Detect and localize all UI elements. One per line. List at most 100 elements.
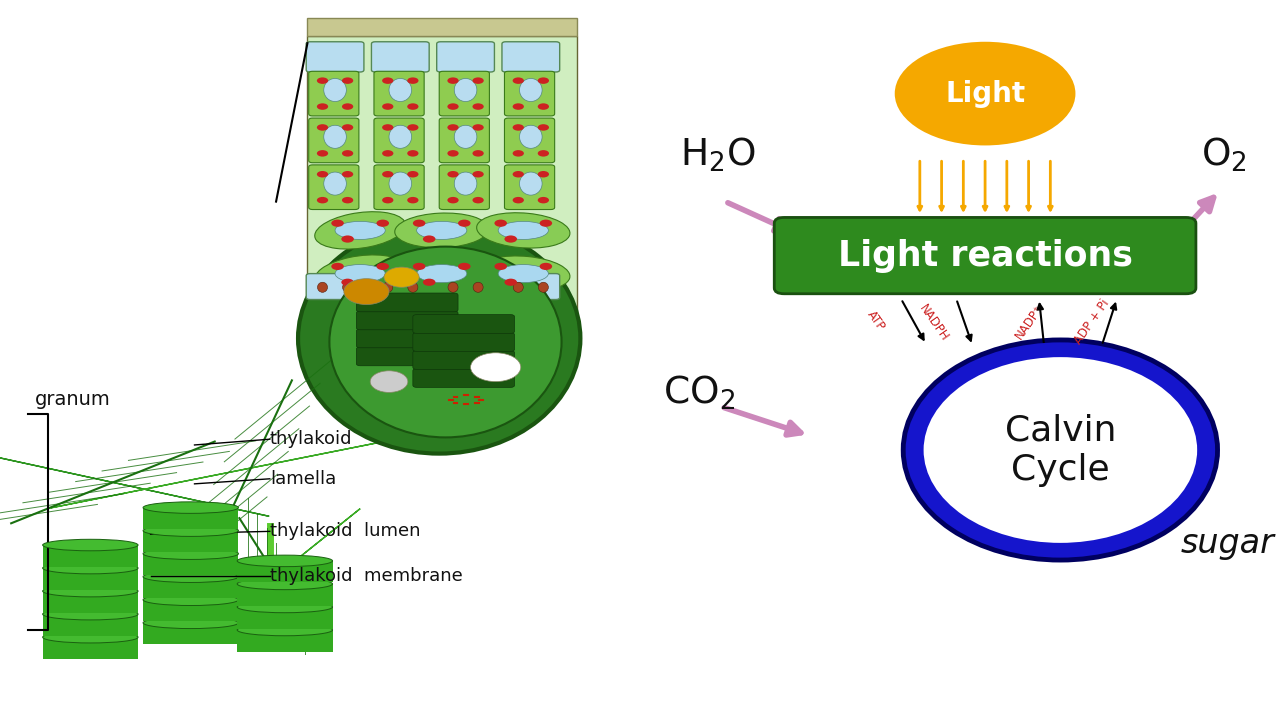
Ellipse shape [513, 282, 524, 292]
Circle shape [342, 150, 353, 157]
FancyBboxPatch shape [42, 637, 138, 659]
Circle shape [317, 171, 328, 178]
Circle shape [332, 263, 344, 270]
FancyBboxPatch shape [307, 18, 577, 36]
FancyBboxPatch shape [436, 42, 494, 72]
Text: granum: granum [35, 390, 111, 409]
Ellipse shape [143, 548, 238, 559]
FancyBboxPatch shape [143, 508, 238, 529]
Ellipse shape [454, 125, 477, 148]
Ellipse shape [448, 282, 458, 292]
Ellipse shape [42, 562, 138, 574]
Circle shape [512, 104, 524, 110]
Ellipse shape [237, 624, 333, 636]
Circle shape [407, 104, 419, 110]
Circle shape [494, 263, 507, 270]
Circle shape [376, 263, 389, 270]
Circle shape [458, 263, 471, 270]
Ellipse shape [335, 222, 385, 240]
Ellipse shape [315, 212, 406, 249]
Circle shape [407, 125, 419, 131]
Text: CO$_2$: CO$_2$ [663, 373, 735, 412]
Ellipse shape [335, 265, 385, 283]
Ellipse shape [416, 222, 467, 240]
Text: sugar: sugar [1180, 527, 1274, 560]
Circle shape [448, 197, 458, 204]
Text: Calvin
Cycle: Calvin Cycle [1005, 413, 1116, 487]
FancyBboxPatch shape [374, 71, 424, 116]
Circle shape [504, 279, 517, 286]
Circle shape [407, 197, 419, 204]
FancyBboxPatch shape [436, 274, 494, 300]
Ellipse shape [315, 255, 406, 292]
Circle shape [512, 125, 524, 131]
Ellipse shape [520, 125, 543, 148]
FancyBboxPatch shape [356, 329, 458, 348]
FancyBboxPatch shape [371, 274, 429, 300]
Ellipse shape [42, 585, 138, 597]
Text: lamella: lamella [270, 470, 337, 488]
FancyBboxPatch shape [356, 293, 458, 312]
FancyBboxPatch shape [356, 311, 458, 330]
Ellipse shape [408, 282, 417, 292]
Circle shape [895, 42, 1075, 145]
Ellipse shape [416, 265, 467, 283]
Circle shape [317, 197, 328, 204]
Text: thylakoid  lumen: thylakoid lumen [270, 523, 420, 540]
Ellipse shape [924, 357, 1197, 543]
Circle shape [472, 171, 484, 178]
FancyBboxPatch shape [42, 591, 138, 613]
Circle shape [317, 150, 328, 157]
Circle shape [448, 150, 458, 157]
Circle shape [332, 220, 344, 227]
Ellipse shape [383, 282, 393, 292]
FancyBboxPatch shape [504, 165, 554, 210]
Ellipse shape [476, 212, 570, 248]
Circle shape [471, 353, 521, 382]
Circle shape [540, 263, 552, 270]
Circle shape [344, 279, 389, 305]
Ellipse shape [143, 571, 238, 582]
FancyBboxPatch shape [374, 165, 424, 210]
FancyBboxPatch shape [439, 71, 489, 116]
Circle shape [448, 78, 458, 84]
Ellipse shape [389, 125, 412, 148]
Ellipse shape [389, 78, 412, 102]
FancyBboxPatch shape [237, 584, 333, 606]
Ellipse shape [324, 78, 347, 102]
FancyBboxPatch shape [308, 118, 358, 163]
Ellipse shape [389, 172, 412, 195]
Circle shape [422, 279, 435, 286]
Circle shape [512, 150, 524, 157]
Ellipse shape [42, 608, 138, 620]
FancyBboxPatch shape [237, 630, 333, 652]
Circle shape [342, 197, 353, 204]
FancyBboxPatch shape [356, 347, 458, 366]
Circle shape [538, 171, 549, 178]
Circle shape [342, 78, 353, 84]
Text: Light reactions: Light reactions [837, 238, 1133, 273]
Ellipse shape [324, 172, 347, 195]
Circle shape [383, 78, 393, 84]
Ellipse shape [324, 125, 347, 148]
FancyBboxPatch shape [413, 351, 515, 369]
Circle shape [384, 267, 419, 287]
FancyBboxPatch shape [774, 217, 1196, 294]
Text: NADPH: NADPH [916, 302, 951, 343]
Circle shape [472, 78, 484, 84]
Ellipse shape [143, 525, 238, 536]
Circle shape [458, 220, 471, 227]
Ellipse shape [237, 601, 333, 613]
Ellipse shape [498, 222, 548, 240]
Ellipse shape [520, 78, 543, 102]
Circle shape [472, 150, 484, 157]
Ellipse shape [498, 265, 548, 283]
Ellipse shape [237, 555, 333, 567]
FancyBboxPatch shape [502, 274, 559, 300]
Circle shape [383, 125, 393, 131]
FancyBboxPatch shape [237, 607, 333, 629]
Circle shape [512, 171, 524, 178]
Circle shape [538, 104, 549, 110]
Ellipse shape [298, 223, 580, 454]
Circle shape [448, 171, 458, 178]
